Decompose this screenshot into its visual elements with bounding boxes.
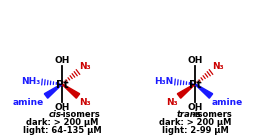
Polygon shape xyxy=(177,84,195,98)
Text: N₃: N₃ xyxy=(212,62,224,71)
Text: amine: amine xyxy=(212,98,243,107)
Polygon shape xyxy=(195,84,213,98)
Text: trans: trans xyxy=(177,110,202,119)
Text: OH: OH xyxy=(54,56,70,65)
Text: OH: OH xyxy=(54,103,70,112)
Text: Pt: Pt xyxy=(189,80,202,89)
Text: OH: OH xyxy=(187,56,203,65)
Polygon shape xyxy=(62,84,80,98)
Text: -isomers: -isomers xyxy=(60,110,101,119)
Text: cis: cis xyxy=(49,110,62,119)
Text: amine: amine xyxy=(13,98,44,107)
Text: dark: > 200 μM: dark: > 200 μM xyxy=(159,118,231,127)
Text: -isomers: -isomers xyxy=(192,110,233,119)
Text: dark: > 200 μM: dark: > 200 μM xyxy=(26,118,98,127)
Text: N₃: N₃ xyxy=(79,98,91,107)
Text: OH: OH xyxy=(187,103,203,112)
Text: Pt: Pt xyxy=(56,80,69,89)
Text: light: 64-135 μM: light: 64-135 μM xyxy=(23,126,101,135)
Text: N₃: N₃ xyxy=(166,98,178,107)
Text: light: 2-99 μM: light: 2-99 μM xyxy=(162,126,228,135)
Text: N₃: N₃ xyxy=(79,62,91,71)
Text: H₃N: H₃N xyxy=(154,76,173,86)
Text: NH₃: NH₃ xyxy=(21,76,40,86)
Polygon shape xyxy=(44,84,62,98)
